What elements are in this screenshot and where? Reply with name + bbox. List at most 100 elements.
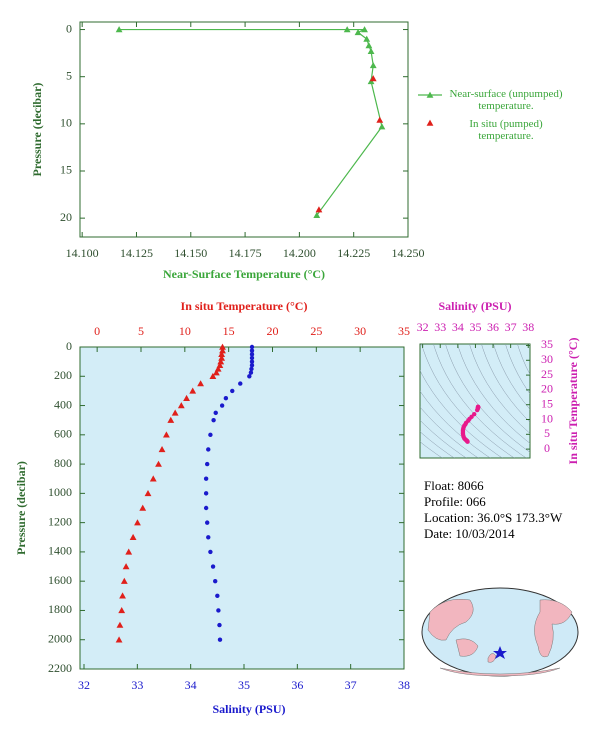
marker bbox=[249, 359, 255, 364]
x2-tick-label: 5 bbox=[138, 324, 144, 338]
marker bbox=[167, 416, 175, 423]
y-tick-label: 20 bbox=[541, 382, 553, 396]
marker bbox=[217, 637, 223, 642]
marker bbox=[206, 535, 211, 540]
y-tick-label: 10 bbox=[60, 116, 72, 130]
plot-background bbox=[79, 346, 405, 670]
legend-marker bbox=[426, 91, 434, 98]
marker bbox=[116, 621, 124, 628]
legend-marker bbox=[426, 119, 434, 126]
marker bbox=[249, 355, 255, 361]
marker bbox=[208, 432, 213, 438]
marker bbox=[203, 476, 209, 481]
marker bbox=[212, 369, 220, 376]
y-tick-label: 0 bbox=[66, 339, 72, 353]
density-contours bbox=[420, 344, 530, 458]
marker bbox=[223, 396, 229, 401]
x-tick-label: 14.125 bbox=[120, 246, 153, 260]
x2-tick-label: 15 bbox=[223, 324, 235, 338]
marker bbox=[134, 519, 141, 526]
y-tick-label: 2200 bbox=[48, 661, 72, 675]
marker bbox=[230, 388, 235, 394]
y-tick-label: 30 bbox=[541, 352, 553, 366]
marker bbox=[158, 446, 166, 453]
contour bbox=[481, 344, 530, 423]
marker bbox=[213, 578, 218, 584]
marker bbox=[249, 352, 255, 357]
contour bbox=[420, 370, 503, 458]
x-tick-label: 36 bbox=[291, 678, 303, 692]
contour bbox=[420, 390, 491, 458]
y-axis-label: Pressure (decibar) bbox=[14, 461, 28, 555]
marker bbox=[249, 366, 254, 372]
marker bbox=[369, 61, 377, 69]
marker bbox=[125, 548, 133, 555]
y-tick-label: 1000 bbox=[48, 485, 72, 499]
marker bbox=[249, 363, 255, 368]
x-tick-label: 38 bbox=[398, 678, 410, 692]
marker bbox=[219, 343, 226, 350]
marker bbox=[209, 372, 217, 379]
marker bbox=[203, 505, 209, 511]
marker bbox=[247, 374, 252, 379]
contour bbox=[433, 344, 527, 458]
float-info: Float: 8066 Profile: 066 Location: 36.0°… bbox=[424, 478, 562, 542]
x-tick-label: 36 bbox=[487, 320, 499, 334]
marker bbox=[216, 608, 221, 613]
y-axis-label: Pressure (decibar) bbox=[30, 83, 44, 177]
legend-label: Near-surface (unpumped) temperature. bbox=[449, 88, 563, 112]
x-tick-label: 34 bbox=[452, 320, 464, 334]
marker bbox=[218, 354, 226, 361]
marker bbox=[197, 380, 205, 387]
y-tick-label: 25 bbox=[541, 367, 553, 381]
marker bbox=[376, 116, 384, 123]
x2-tick-label: 25 bbox=[310, 324, 322, 338]
marker bbox=[238, 381, 243, 386]
contour bbox=[420, 431, 455, 458]
marker bbox=[361, 26, 368, 33]
marker bbox=[219, 347, 226, 354]
marker bbox=[205, 461, 210, 467]
x-tick-label: 14.200 bbox=[283, 246, 316, 260]
x-axis-label: Near-Surface Temperature (°C) bbox=[163, 267, 325, 281]
marker bbox=[213, 410, 218, 416]
marker bbox=[206, 447, 211, 452]
y-tick-label: 1800 bbox=[48, 602, 72, 616]
y-tick-label: 0 bbox=[544, 441, 550, 455]
y-tick-label: 5 bbox=[66, 68, 72, 82]
marker bbox=[115, 636, 123, 643]
marker bbox=[219, 403, 225, 408]
x2-tick-label: 0 bbox=[94, 324, 100, 338]
y-tick-label: 15 bbox=[541, 396, 553, 410]
contour bbox=[517, 344, 530, 375]
x2-tick-label: 20 bbox=[266, 324, 278, 338]
plot-frame bbox=[79, 21, 409, 238]
x-tick-label: 14.250 bbox=[392, 246, 425, 260]
marker bbox=[163, 431, 170, 438]
x-axis-label: Salinity (PSU) bbox=[438, 299, 511, 313]
marker bbox=[203, 491, 209, 496]
marker bbox=[211, 417, 216, 423]
info-line: Float: 8066 bbox=[424, 478, 484, 493]
x2-tick-label: 30 bbox=[354, 324, 366, 338]
marker bbox=[378, 123, 386, 130]
x-tick-label: 14.100 bbox=[66, 246, 99, 260]
marker bbox=[210, 564, 216, 569]
marker bbox=[365, 42, 373, 49]
legend-label: In situ (pumped) temperature. bbox=[469, 118, 543, 142]
marker bbox=[171, 409, 179, 416]
ts-point bbox=[465, 439, 470, 444]
marker bbox=[363, 35, 371, 42]
info-line: Location: 36.0°S 173.3°W bbox=[424, 510, 563, 525]
y-tick-label: 5 bbox=[544, 426, 550, 440]
y-tick-label: 1400 bbox=[48, 544, 72, 558]
marker bbox=[119, 592, 126, 599]
contour bbox=[445, 344, 530, 453]
marker bbox=[248, 370, 254, 375]
contour bbox=[420, 419, 467, 458]
y-tick-label: 600 bbox=[54, 427, 72, 441]
contour bbox=[493, 344, 530, 410]
marker bbox=[118, 607, 126, 614]
